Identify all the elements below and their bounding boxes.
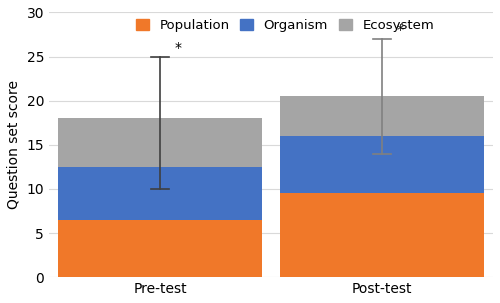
Bar [58,167,262,220]
Bar [58,220,262,277]
Text: *: * [397,23,404,37]
Bar [280,136,484,193]
Legend: Population, Organism, Ecosystem: Population, Organism, Ecosystem [136,19,434,32]
Y-axis label: Question set score: Question set score [7,80,21,209]
Text: *: * [175,41,182,55]
Bar [280,96,484,136]
Bar [280,193,484,277]
Bar [58,118,262,167]
